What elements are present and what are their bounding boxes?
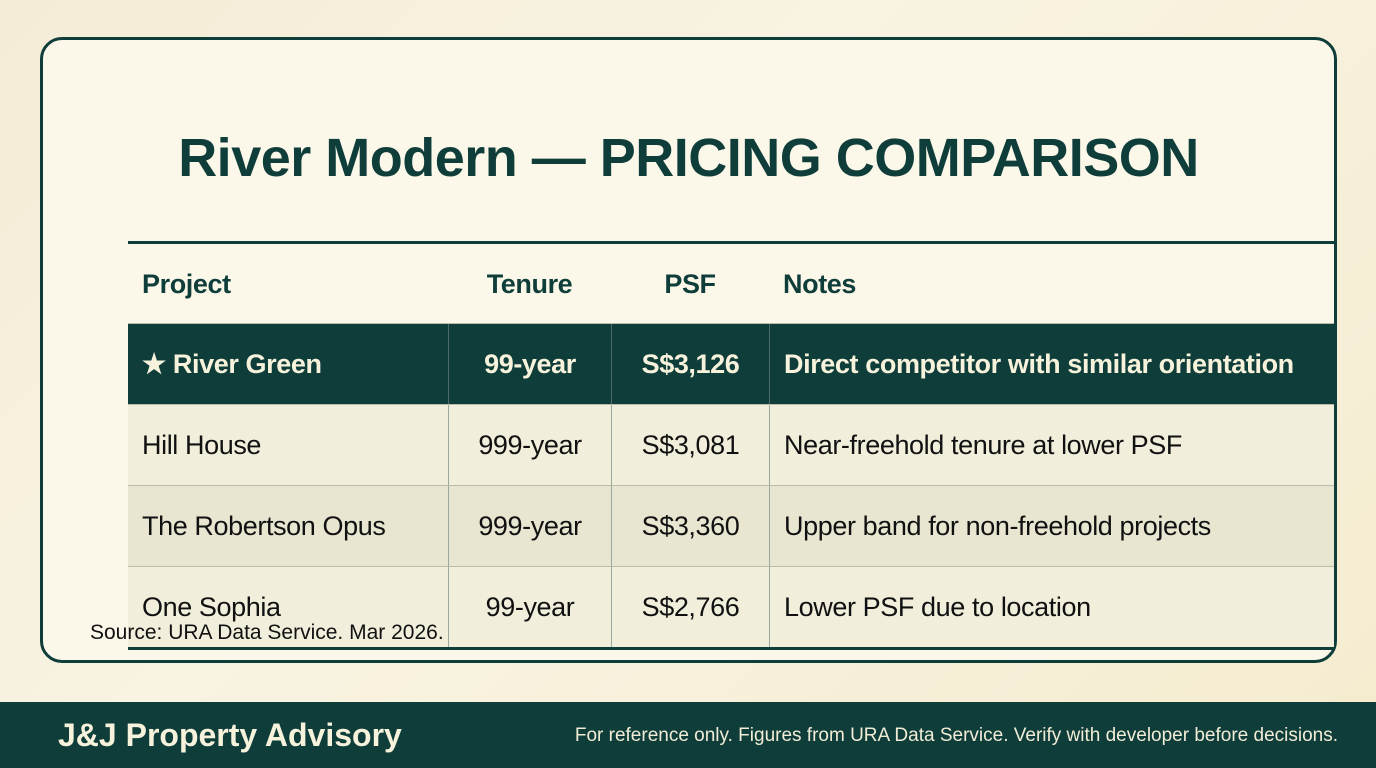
cell-text: 99-year [484,349,576,379]
source-note: Source: URA Data Service. Mar 2026. [90,621,444,644]
cell-text: S$3,081 [641,430,740,460]
cell-tenure: 999-year [448,486,611,566]
cell-notes: Upper band for non-freehold projects [769,486,1334,566]
cell-text: S$3,360 [641,511,740,541]
pricing-card: River Modern — PRICING COMPARISON Projec… [40,37,1337,663]
cell-text: One Sophia [142,592,281,622]
cell-text: The Robertson Opus [142,511,386,541]
cell-text: Hill House [142,430,262,460]
pricing-table: Project Tenure PSF Notes ★ River Green 9… [128,241,1334,650]
cell-notes: Near-freehold tenure at lower PSF [769,405,1334,485]
cell-text: Upper band for non-freehold projects [784,511,1211,541]
cell-text: Lower PSF due to location [784,592,1091,622]
header-project: Project [128,244,448,323]
cell-project: The Robertson Opus [128,486,448,566]
cell-tenure: 99-year [448,324,611,404]
table-row: One Sophia 99-year S$2,766 Lower PSF due… [128,566,1334,647]
cell-tenure: 999-year [448,405,611,485]
header-project-text: Project [142,268,231,299]
header-notes-text: Notes [783,268,857,299]
cell-psf: S$3,360 [611,486,769,566]
cell-psf: S$2,766 [611,567,769,647]
cell-text: Direct competitor with similar orientati… [784,349,1294,379]
table-row: Hill House 999-year S$3,081 Near-freehol… [128,404,1334,485]
cell-project: One Sophia [128,567,448,647]
cell-text: S$2,766 [641,592,740,622]
header-psf: PSF [611,244,769,323]
cell-text: Near-freehold tenure at lower PSF [784,430,1182,460]
cell-project: ★ River Green [128,324,448,404]
table-row-highlighted: ★ River Green 99-year S$3,126 Direct com… [128,323,1334,404]
cell-text: 99-year [485,592,575,622]
cell-text: 999-year [478,511,582,541]
header-psf-text: PSF [664,268,716,299]
header-notes: Notes [769,244,1334,323]
page-title: River Modern — PRICING COMPARISON [178,128,1199,188]
footer-bar: J&J Property Advisory For reference only… [0,702,1376,768]
cell-psf: S$3,126 [611,324,769,404]
header-tenure: Tenure [448,244,611,323]
table-header: Project Tenure PSF Notes [128,244,1334,323]
table-row: The Robertson Opus 999-year S$3,360 Uppe… [128,485,1334,566]
brand-name: J&J Property Advisory [58,717,402,753]
cell-notes: Direct competitor with similar orientati… [769,324,1334,404]
cell-text: S$3,126 [641,349,740,379]
cell-tenure: 99-year [448,567,611,647]
disclaimer: For reference only. Figures from URA Dat… [574,724,1338,746]
header-tenure-text: Tenure [486,268,573,299]
cell-text: 999-year [478,430,582,460]
cell-notes: Lower PSF due to location [769,567,1334,647]
cell-text: ★ River Green [142,349,322,379]
cell-project: Hill House [128,405,448,485]
cell-psf: S$3,081 [611,405,769,485]
